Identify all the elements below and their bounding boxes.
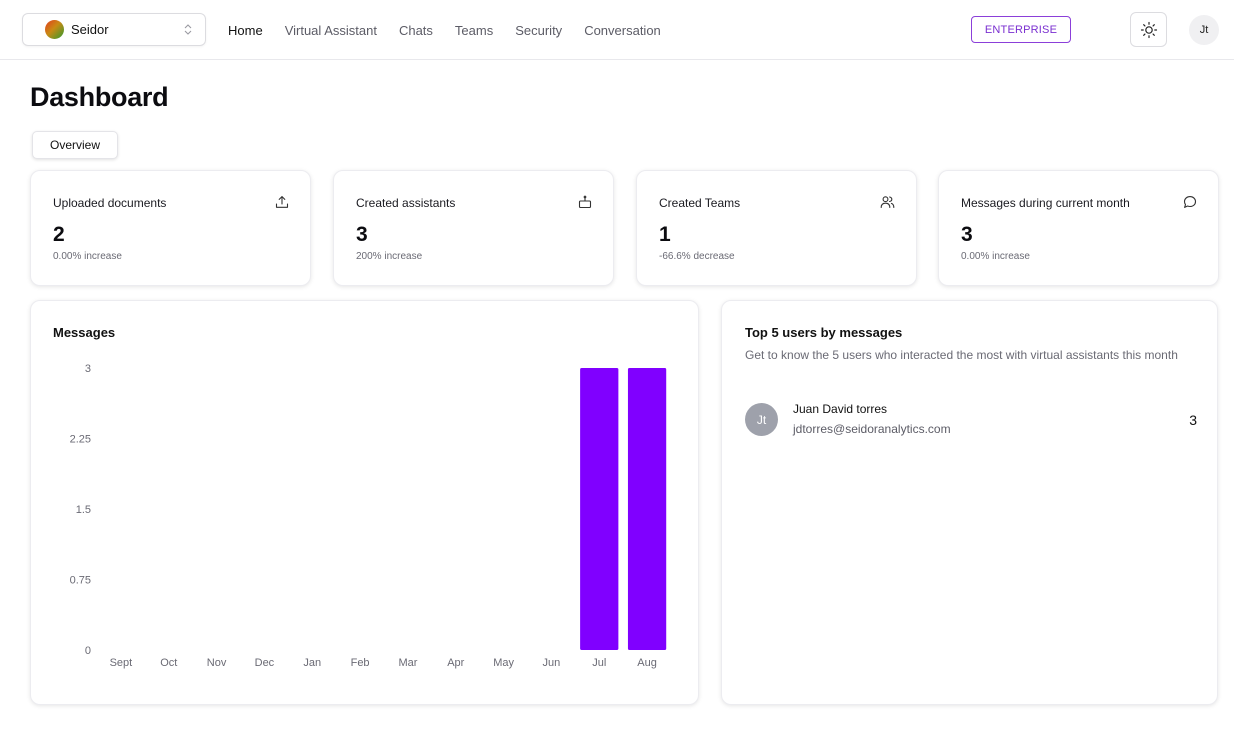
- bar-aug[interactable]: [627, 368, 667, 650]
- x-tick-label: Jun: [543, 657, 561, 669]
- messages-chart-card: Messages 0 0.75 1.5 2.25 3 Sept Oct Nov Dec Jan Fe…: [30, 300, 699, 705]
- stat-change: 0.00% increase: [53, 251, 122, 262]
- nav-home[interactable]: Home: [228, 22, 263, 38]
- stat-change: 200% increase: [356, 251, 423, 262]
- top-users-title: Top 5 users by messages: [745, 325, 903, 340]
- stat-card-uploaded-documents: Uploaded documents 2 0.00% increase: [30, 170, 311, 286]
- org-switcher[interactable]: Seidor: [22, 13, 206, 46]
- y-tick-label: 0.75: [70, 575, 91, 587]
- nav-conversation[interactable]: Conversation: [584, 22, 661, 38]
- bar-jul[interactable]: [580, 368, 619, 650]
- upload-icon: [275, 195, 289, 214]
- page-title: Dashboard: [30, 82, 169, 112]
- stat-label: Uploaded documents: [53, 196, 167, 210]
- stat-card-created-assistants: Created assistants 3 200% increase: [333, 170, 614, 286]
- x-tick-label: Jul: [592, 657, 606, 669]
- message-icon: [1183, 195, 1197, 214]
- user-list-item[interactable]: Jt Juan David torres jdtorres@seidoranal…: [745, 401, 1197, 441]
- top-bar: Seidor Home Virtual Assistant Chats Team…: [0, 0, 1234, 60]
- stat-value: 3: [961, 223, 973, 246]
- user-message-count: 3: [1189, 412, 1197, 428]
- user-email: jdtorres@seidoranalytics.com: [793, 422, 951, 436]
- stat-card-created-teams: Created Teams 1 -66.6% decrease: [636, 170, 917, 286]
- sun-icon: [1140, 21, 1157, 38]
- chart-title: Messages: [53, 325, 116, 340]
- y-tick-label: 1.5: [76, 504, 91, 516]
- x-tick-label: Mar: [398, 657, 417, 669]
- user-avatar[interactable]: Jt: [1189, 15, 1219, 45]
- enterprise-badge[interactable]: ENTERPRISE: [971, 16, 1071, 43]
- org-name: Seidor: [71, 22, 109, 37]
- users-icon: [880, 195, 895, 214]
- y-tick-label: 2.25: [70, 434, 91, 446]
- chevron-up-down-icon: [183, 24, 193, 35]
- nav-virtual-assistant[interactable]: Virtual Assistant: [284, 22, 377, 38]
- main-nav: Home Virtual Assistant Chats Teams Secur…: [228, 0, 683, 60]
- stat-value: 1: [659, 223, 671, 246]
- stat-label: Created assistants: [356, 196, 456, 210]
- nav-chats[interactable]: Chats: [398, 22, 433, 38]
- org-logo-icon: [45, 20, 64, 39]
- stat-label: Messages during current month: [961, 196, 1130, 210]
- stat-card-messages-month: Messages during current month 3 0.00% in…: [938, 170, 1219, 286]
- stat-label: Created Teams: [659, 196, 741, 210]
- stat-value: 3: [356, 223, 368, 246]
- stat-value: 2: [53, 223, 65, 246]
- nav-security[interactable]: Security: [515, 22, 563, 38]
- x-tick-label: Sept: [110, 657, 133, 669]
- user-name: Juan David torres: [793, 402, 888, 416]
- stat-change: 0.00% increase: [961, 251, 1030, 262]
- nav-teams[interactable]: Teams: [454, 22, 494, 38]
- x-tick-label: Jan: [303, 657, 321, 669]
- x-tick-label: Feb: [351, 657, 370, 669]
- bot-icon: [578, 195, 592, 214]
- x-tick-label: Oct: [160, 657, 177, 669]
- y-tick-label: 0: [85, 645, 91, 657]
- top-users-card: Top 5 users by messages Get to know the …: [721, 300, 1218, 705]
- x-tick-label: May: [493, 657, 514, 669]
- x-tick-label: Nov: [207, 657, 227, 669]
- tab-overview[interactable]: Overview: [32, 131, 118, 159]
- top-users-description: Get to know the 5 users who interacted t…: [745, 348, 1178, 362]
- messages-bar-chart: 0 0.75 1.5 2.25 3 Sept Oct Nov Dec Jan Feb Mar Apr Ma…: [70, 363, 667, 669]
- x-tick-label: Aug: [637, 657, 657, 669]
- x-tick-label: Dec: [255, 657, 275, 669]
- theme-toggle-button[interactable]: [1130, 12, 1167, 47]
- y-tick-label: 3: [85, 363, 91, 375]
- x-tick-label: Apr: [447, 657, 464, 669]
- stat-change: -66.6% decrease: [659, 251, 735, 262]
- user-avatar: Jt: [745, 403, 778, 436]
